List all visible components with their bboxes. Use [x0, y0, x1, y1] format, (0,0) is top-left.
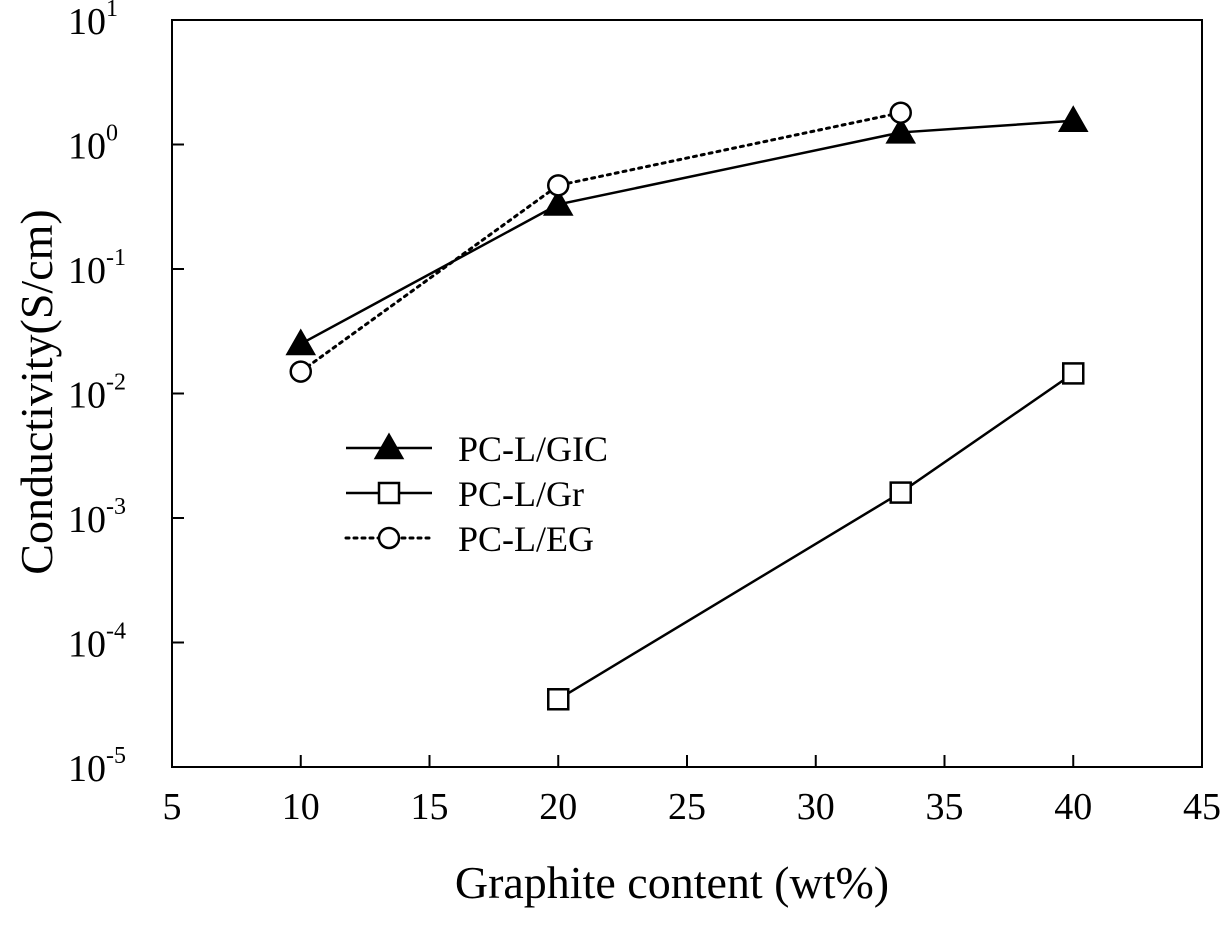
x-tick-label: 10 [282, 786, 320, 828]
x-tick-label: 5 [163, 786, 182, 828]
x-tick-label: 30 [797, 786, 835, 828]
legend-label: PC-L/EG [458, 519, 594, 559]
y-tick-label: 10-2 [68, 370, 126, 417]
legend-label: PC-L/GIC [458, 429, 608, 469]
y-tick-label: 100 [68, 121, 118, 168]
series-line-1 [557, 372, 1074, 701]
x-tick-label: 45 [1183, 786, 1221, 828]
y-tick-label: 101 [68, 0, 118, 43]
legend-label: PC-L/Gr [458, 474, 584, 514]
y-tick-label: 10-1 [68, 245, 126, 292]
x-tick-label: 20 [539, 786, 577, 828]
data-point-2 [889, 101, 912, 124]
y-tick-label: 10-3 [68, 494, 126, 541]
data-point-1 [547, 688, 570, 711]
data-point-0 [885, 116, 917, 144]
legend-marker [377, 526, 401, 550]
data-point-1 [1062, 362, 1085, 385]
plot-frame [171, 19, 1203, 768]
x-tick-label: 35 [926, 786, 964, 828]
data-point-0 [542, 188, 574, 216]
data-point-2 [289, 360, 312, 383]
x-tick-label: 25 [668, 786, 706, 828]
legend-marker [377, 481, 401, 505]
y-axis-title: Conductivity(S/cm) [11, 209, 62, 574]
plot-area: 5 10 15 20 25 30 35 40 45 101 100 10-1 10-2 10-3 10-4 1… [68, 0, 1221, 828]
series-line-0 [300, 119, 1074, 346]
y-tick-label: 10-4 [68, 619, 126, 666]
data-point-1 [889, 481, 912, 504]
x-tick-label: 15 [411, 786, 449, 828]
x-tick-label: 40 [1054, 786, 1092, 828]
y-tick-label: 10-5 [68, 743, 126, 790]
series-line-2 [299, 111, 903, 374]
legend-marker [373, 432, 405, 460]
data-point-0 [1057, 105, 1089, 133]
data-point-0 [285, 328, 317, 356]
x-axis-title: Graphite content (wt%) [455, 857, 889, 908]
data-point-2 [547, 174, 570, 197]
